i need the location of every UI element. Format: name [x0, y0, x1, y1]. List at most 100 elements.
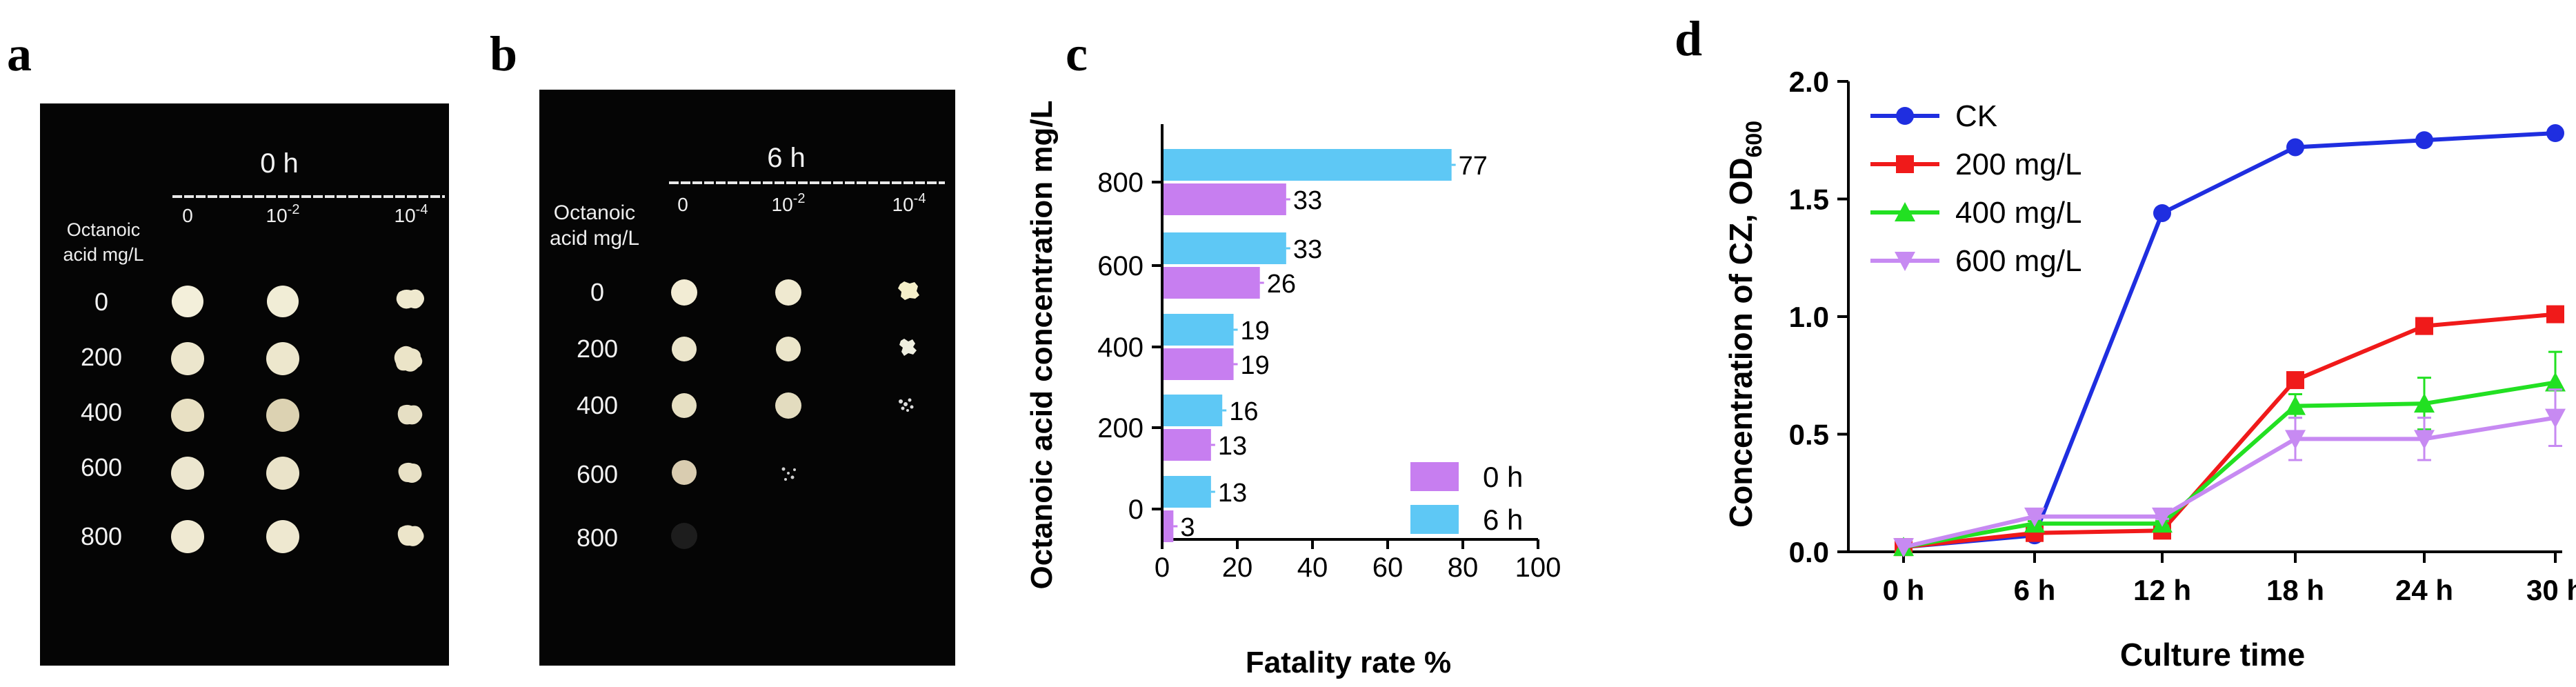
bar-0h-0 — [1164, 510, 1174, 542]
y-tick-label: 400 — [1097, 332, 1144, 363]
data-point — [2286, 138, 2304, 157]
y-tick-label: 0.0 — [1789, 536, 1829, 568]
concentration-label: 200 — [81, 343, 122, 371]
bar-value-label: 33 — [1293, 235, 1322, 264]
panel-a-ylabel-line2: acid mg/L — [63, 244, 143, 265]
colony-spot — [266, 520, 299, 553]
panel-c-x-ticks: 0 20 40 60 80 100 — [1155, 539, 1561, 583]
bar-6h-800 — [1164, 149, 1452, 181]
dilution-header: 10-4 — [892, 191, 926, 215]
bar-6h-200 — [1164, 395, 1223, 426]
data-point — [2152, 507, 2173, 527]
panel-b-ylabel-line1: Octanoic — [554, 201, 635, 224]
panel-b-concentration-labels: 0 200 400 600 800 — [577, 278, 618, 552]
data-point — [2024, 507, 2045, 527]
data-point — [2414, 430, 2435, 450]
data-point — [2153, 203, 2171, 222]
panel-c-ylabel: Octanoic acid concentration mg/L — [1025, 100, 1059, 589]
colony-spot — [672, 460, 697, 485]
colony-spot — [899, 339, 917, 356]
y-tick-label: 200 — [1097, 413, 1144, 444]
panel-d-y-ticks: 0.0 0.5 1.0 1.5 2.0 — [1789, 66, 1848, 568]
bar-0h-600 — [1164, 267, 1260, 299]
data-point — [2546, 124, 2564, 143]
dilution-header: 10-4 — [395, 202, 428, 226]
panel-c-xlabel: Fatality rate % — [1246, 646, 1451, 679]
y-tick-label: 1.5 — [1789, 183, 1829, 216]
dilution-header: 0 — [677, 194, 688, 215]
panel-a-dilution-headers: 0 10-2 10-4 — [182, 202, 428, 226]
colony-spot — [397, 404, 423, 425]
legend-item-400-mg-l: 400 mg/L — [1870, 196, 2081, 230]
series-line — [1903, 380, 2556, 550]
colony-spot — [671, 279, 697, 306]
colony-spot — [267, 286, 299, 317]
x-tick-label: 30 h — [2526, 574, 2576, 606]
bar-value-label: 13 — [1218, 432, 1247, 461]
panel-a-time-label: 0 h — [260, 148, 299, 179]
panel-c: c Octanoic acid concentration mg/L Fatal… — [1025, 26, 1561, 679]
y-tick-label: 800 — [1097, 168, 1144, 198]
data-point — [2286, 371, 2304, 390]
series-line — [1903, 415, 2556, 550]
colony-spot — [671, 523, 697, 549]
data-point — [1895, 202, 1915, 221]
concentration-label: 200 — [577, 335, 618, 363]
bar-6h-0 — [1164, 476, 1211, 508]
colony-spot — [781, 467, 796, 481]
panel-a-concentration-labels: 0 200 400 600 800 — [81, 288, 122, 550]
concentration-label: 400 — [577, 391, 618, 419]
colony-spot — [672, 393, 697, 418]
concentration-label: 600 — [577, 460, 618, 488]
data-point — [1895, 252, 1915, 271]
x-tick-label: 20 — [1222, 552, 1253, 583]
legend-label-0h: 0 h — [1483, 461, 1523, 493]
bar-value-label: 13 — [1218, 479, 1247, 508]
colony-spot — [396, 289, 424, 309]
bar-value-label: 19 — [1241, 317, 1270, 346]
colony-spot — [775, 392, 801, 419]
bar-0h-200 — [1164, 429, 1211, 461]
panel-b: b 6 h 0 10-2 10-4 Octanoic acid mg/L 0 2… — [490, 26, 955, 666]
panel-a-colonies — [171, 286, 424, 553]
legend-item-ck: CK — [1870, 99, 1997, 133]
legend-swatch-6h — [1410, 505, 1459, 534]
panel-d: d Concentration of CZ, OD600 Culture tim… — [1675, 11, 2576, 673]
legend-item-600-mg-l: 600 mg/L — [1870, 244, 2081, 278]
data-point — [2285, 395, 2306, 415]
legend-label: 400 mg/L — [1955, 196, 2081, 230]
colony-spot — [172, 286, 203, 317]
y-tick-label: 2.0 — [1789, 66, 1829, 98]
colony-spot — [776, 337, 801, 361]
bar-6h-600 — [1164, 232, 1286, 264]
concentration-label: 0 — [94, 288, 108, 316]
legend-label-6h: 6 h — [1483, 504, 1523, 536]
colony-spot — [171, 399, 204, 432]
colony-spot — [672, 337, 697, 361]
series-line — [1903, 312, 2556, 550]
colony-spot — [398, 462, 422, 483]
concentration-label: 400 — [81, 398, 122, 426]
legend-label: 600 mg/L — [1955, 244, 2081, 278]
data-point — [2545, 372, 2566, 392]
panel-a-letter: a — [7, 26, 32, 81]
colony-spot — [171, 457, 204, 490]
bar-value-label: 3 — [1180, 513, 1195, 542]
x-tick-label: 12 h — [2133, 574, 2191, 606]
x-tick-label: 0 h — [1883, 574, 1925, 606]
panel-b-plate-photo — [539, 90, 955, 666]
data-point — [2285, 430, 2306, 450]
colony-spot — [266, 399, 299, 432]
data-point — [1896, 155, 1914, 173]
panel-d-legend: CK 200 mg/L 400 mg/L 600 mg/L — [1870, 99, 2081, 278]
bar-value-label: 16 — [1229, 397, 1258, 426]
bar-value-label: 26 — [1267, 270, 1296, 299]
data-point — [2414, 393, 2435, 413]
panel-b-ylabel-line2: acid mg/L — [550, 227, 639, 250]
data-point — [2415, 317, 2433, 335]
legend-label: 200 mg/L — [1955, 148, 2081, 181]
x-tick-label: 18 h — [2266, 574, 2324, 606]
x-tick-label: 6 h — [2014, 574, 2056, 606]
concentration-label: 0 — [590, 278, 604, 306]
